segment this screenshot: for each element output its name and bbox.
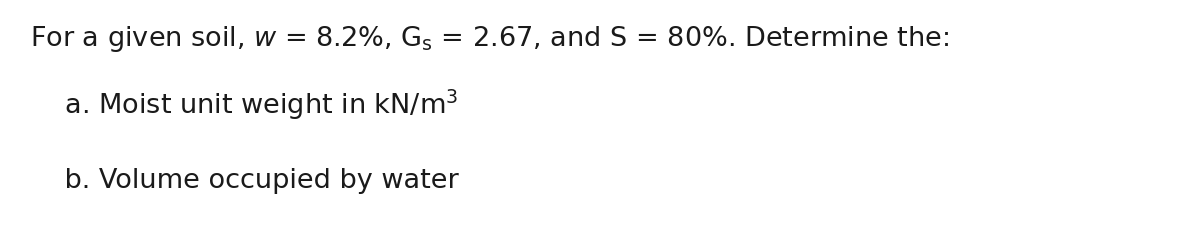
Text: b. Volume occupied by water: b. Volume occupied by water	[30, 168, 458, 194]
Text: For a given soil, $w$ = 8.2%, G$_\mathrm{s}$ = 2.67, and S = 80%. Determine the:: For a given soil, $w$ = 8.2%, G$_\mathrm…	[30, 24, 949, 54]
Text: a. Moist unit weight in kN/m$^3$: a. Moist unit weight in kN/m$^3$	[30, 88, 458, 123]
